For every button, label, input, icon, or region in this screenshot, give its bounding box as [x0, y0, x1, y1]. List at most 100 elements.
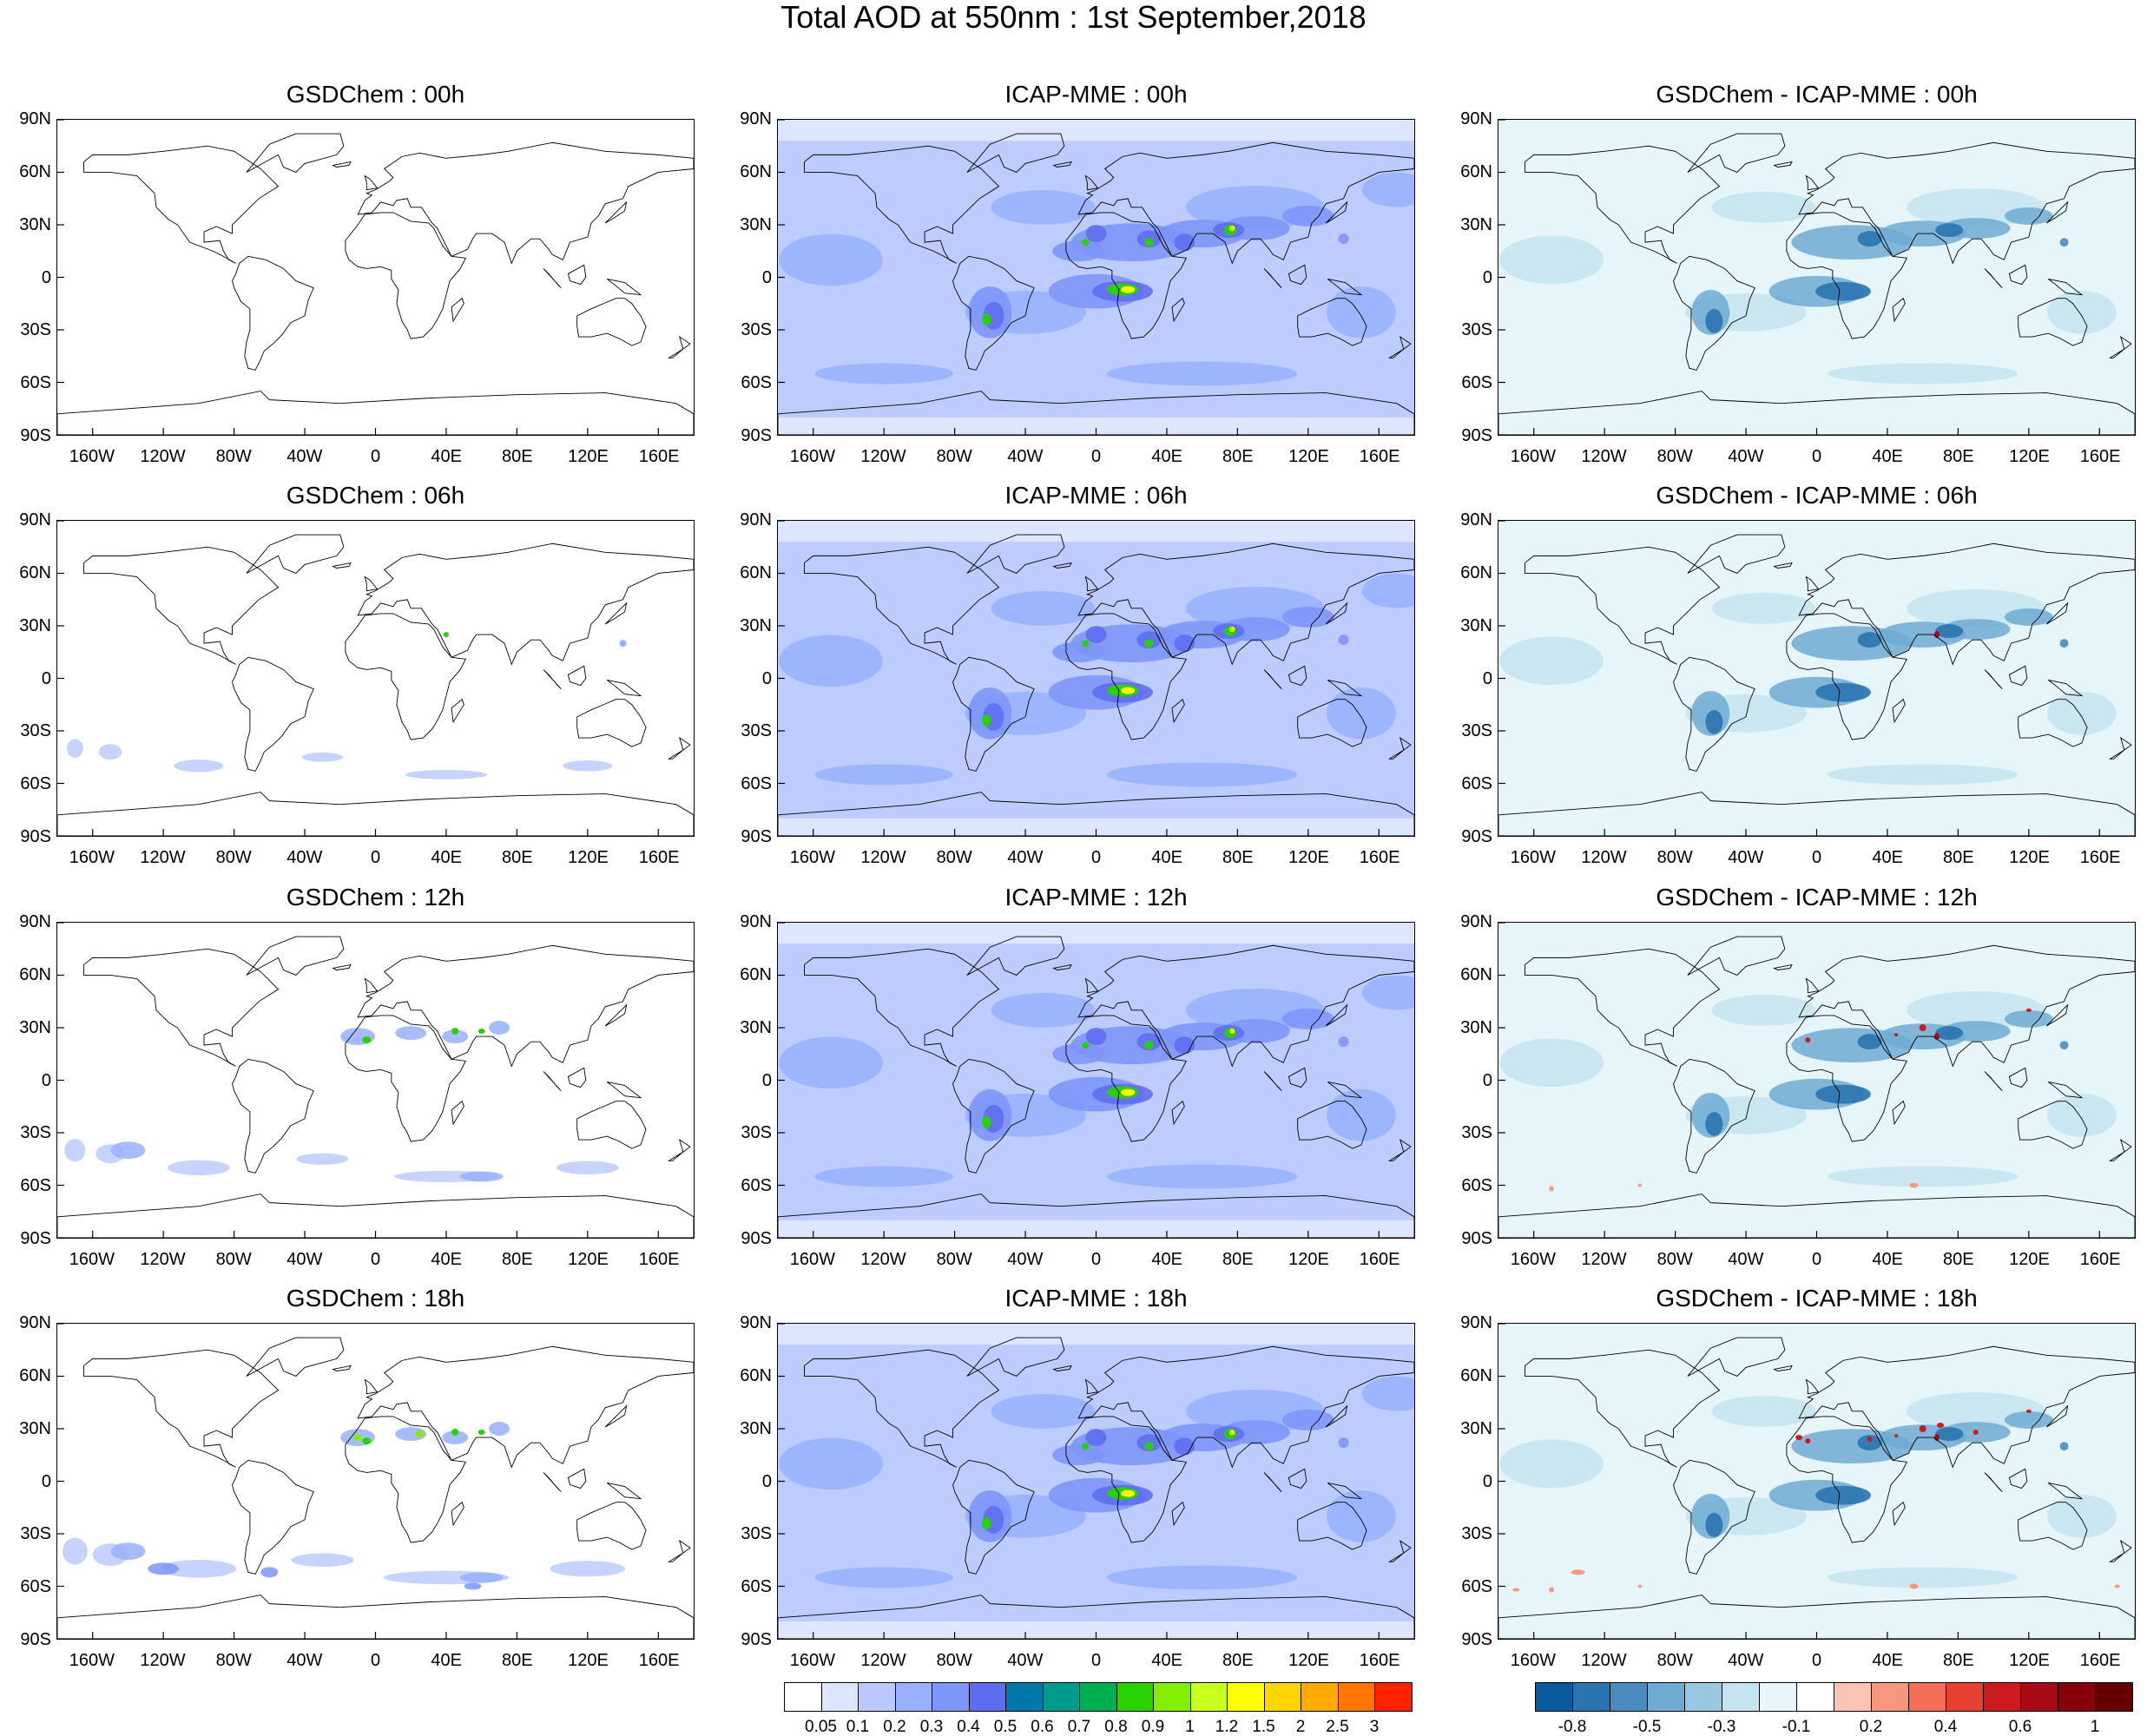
lon-tick-label: 80W — [936, 848, 972, 867]
lon-tick-label: 0 — [1090, 848, 1102, 867]
lat-tick-label: 90S — [741, 827, 772, 846]
coastline — [2108, 1138, 2132, 1161]
coastline — [1525, 948, 1721, 1067]
lon-tick-label: 80W — [215, 848, 252, 867]
coastline — [1077, 141, 1414, 265]
lon-tick-label: 120W — [860, 447, 906, 466]
coastline — [1805, 977, 1820, 994]
lat-tick-label: 30N — [740, 1418, 772, 1438]
coastline — [1052, 963, 1072, 970]
coastline — [667, 1539, 691, 1562]
coastline — [604, 201, 628, 224]
lon-tick-label: 0 — [370, 848, 381, 867]
coastline — [345, 1015, 467, 1142]
coastline — [1525, 145, 1721, 264]
map-panel-gsd-2: GSDChem : 12h 90N 60N 30N 0 30S 60S 90S 160W 120W… — [19, 884, 695, 1268]
lon-tick-label: 0 — [370, 1651, 381, 1670]
coastline — [1297, 1101, 1367, 1149]
coastline — [1786, 1015, 1908, 1142]
aod-field-map — [778, 923, 1414, 1238]
lat-tick-label: 60N — [740, 161, 772, 181]
map-panel-diff-3: GSDChem - ICAP-MME : 18h 90N 60N 30N 0 30S 60S… — [1460, 1285, 2136, 1669]
lon-tick-label: 160E — [638, 447, 680, 466]
colorbar-swatch — [1153, 1682, 1191, 1712]
colorbar-label: -0.1 — [1781, 1718, 1811, 1736]
colorbar-swatch — [1759, 1682, 1797, 1712]
coastline — [1077, 944, 1414, 1068]
coastline — [1263, 1472, 1282, 1492]
lon-tick-label: 120W — [860, 1651, 906, 1670]
lon-tick-label: 120E — [2009, 1651, 2050, 1670]
lat-tick-label: 30N — [740, 214, 772, 234]
lat-tick-label: 30N — [740, 1017, 772, 1037]
lat-tick-label: 60N — [1460, 161, 1492, 181]
coastline — [57, 391, 694, 435]
coastline — [1327, 1082, 1363, 1099]
coastline — [778, 1595, 1414, 1639]
colorbar-label: 1.2 — [1215, 1718, 1239, 1736]
coastline — [1892, 698, 1906, 724]
lat-tick-label: 0 — [761, 668, 772, 688]
coastline — [1065, 1416, 1188, 1543]
colorbar-swatch — [1871, 1682, 1909, 1712]
coastline — [1077, 1345, 1414, 1469]
lat-tick-label: 90N — [19, 912, 51, 931]
lat-tick-label: 90N — [740, 912, 772, 931]
map-plot-area — [1498, 520, 2136, 837]
lat-tick-label: 60N — [740, 1365, 772, 1385]
map-panel-icap-0: ICAP-MME : 00h 90N 60N 30N 0 30S 60S 90S 160W 120… — [740, 81, 1415, 465]
coastline — [576, 699, 647, 747]
lat-tick-label: 60S — [1461, 373, 1492, 393]
lon-tick-label: 40E — [431, 1250, 462, 1269]
lat-tick-label: 90N — [1460, 912, 1492, 931]
lon-tick-label: 40W — [286, 1250, 323, 1269]
coastline — [1065, 1015, 1188, 1142]
lon-tick-label: 120W — [140, 447, 186, 466]
coastline — [1327, 279, 1363, 296]
coastline — [1052, 562, 1072, 569]
lat-tick-label: 90S — [1461, 426, 1492, 445]
lon-tick-label: 40W — [1007, 1651, 1044, 1670]
coastline — [778, 1194, 1414, 1238]
lon-tick-label: 0 — [1811, 1250, 1822, 1269]
coastline — [1084, 977, 1099, 994]
coastline — [2045, 1404, 2069, 1428]
lon-tick-label: 120E — [2009, 848, 2050, 867]
lon-tick-label: 160W — [1510, 447, 1556, 466]
aod-field-map — [57, 923, 694, 1238]
coastline — [1673, 1058, 1755, 1174]
coastline — [364, 174, 379, 191]
colorbar-swatch — [784, 1682, 822, 1712]
map-plot-area — [777, 1323, 1415, 1640]
lat-tick-label: 90S — [1461, 1630, 1492, 1649]
coastline — [1673, 1459, 1755, 1575]
lat-tick-label: 60N — [1460, 562, 1492, 582]
lat-tick-label: 60S — [20, 373, 51, 393]
lon-tick-label: 120W — [140, 1250, 186, 1269]
lat-tick-label: 0 — [761, 267, 772, 287]
lon-tick-label: 160E — [638, 1250, 680, 1269]
coastline — [1171, 297, 1185, 323]
map-plot-area — [777, 922, 1415, 1239]
lat-tick-label: 60N — [740, 562, 772, 582]
lon-tick-label: 80W — [1656, 1250, 1693, 1269]
coastline — [2048, 1483, 2084, 1500]
colorbar-swatch — [1301, 1682, 1339, 1712]
lon-tick-label: 0 — [370, 1250, 381, 1269]
coastline — [246, 133, 345, 173]
colorbar-swatch — [894, 1682, 932, 1712]
lon-tick-label: 120E — [2009, 1250, 2050, 1269]
coastline — [804, 145, 1000, 264]
colorbar-label: 2.5 — [1326, 1718, 1349, 1736]
lon-tick-label: 120W — [140, 848, 186, 867]
lat-tick-label: 30S — [20, 721, 51, 741]
coastline — [2018, 699, 2088, 747]
lat-tick-label: 30N — [19, 1418, 51, 1438]
lon-tick-label: 160E — [2079, 447, 2121, 466]
coastline — [364, 1378, 379, 1395]
lon-tick-label: 160W — [69, 848, 115, 867]
lat-tick-label: 30S — [1461, 1524, 1492, 1544]
coastline — [1798, 1345, 2135, 1469]
coastline — [2018, 1502, 2088, 1550]
lon-tick-label: 80W — [1656, 848, 1693, 867]
